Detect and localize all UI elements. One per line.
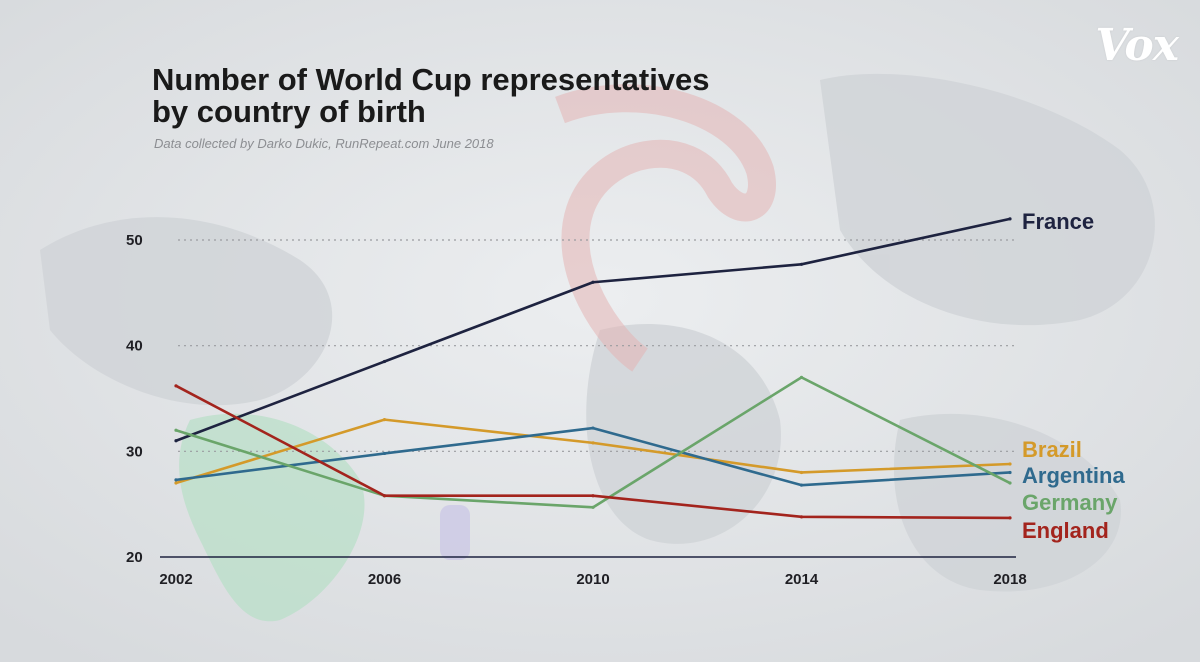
data-point-england: [591, 494, 595, 498]
data-point-germany: [799, 375, 804, 379]
series-label-brazil: Brazil: [1022, 437, 1082, 462]
chart-title-line-2: by country of birth: [152, 94, 426, 129]
chart-subtitle: Data collected by Darko Dukic, RunRepeat…: [154, 136, 494, 151]
data-point-germany: [591, 505, 595, 509]
data-point-england: [1008, 516, 1012, 520]
x-tick-label: 2002: [159, 571, 192, 588]
data-point-france: [382, 359, 387, 364]
data-point-brazil: [382, 418, 387, 422]
y-tick-label: 20: [126, 549, 143, 566]
data-point-argentina: [799, 483, 804, 487]
data-point-england: [799, 515, 804, 519]
y-tick-label: 50: [126, 232, 143, 249]
data-point-brazil: [1008, 462, 1012, 466]
y-tick-label: 40: [126, 338, 143, 355]
data-point-france: [174, 439, 178, 443]
chart-title: Number of World Cup representatives by c…: [152, 64, 852, 128]
data-point-germany: [174, 428, 178, 432]
chart-title-line-1: Number of World Cup representatives: [152, 62, 710, 97]
data-point-england: [174, 384, 178, 388]
y-tick-label: 30: [126, 443, 143, 460]
x-tick-label: 2014: [785, 571, 819, 588]
data-point-france: [591, 280, 595, 284]
data-point-brazil: [591, 441, 595, 445]
series-label-germany: Germany: [1022, 490, 1118, 515]
data-point-argentina: [382, 451, 387, 456]
vox-logo: Vox: [1095, 20, 1179, 71]
x-tick-label: 2018: [993, 571, 1026, 588]
series-label-argentina: Argentina: [1022, 463, 1125, 488]
data-point-argentina: [1008, 470, 1012, 475]
data-point-brazil: [799, 470, 804, 475]
series-label-france: France: [1022, 209, 1094, 234]
series-line-argentina: [174, 426, 1012, 487]
data-point-france: [799, 262, 804, 266]
series-label-england: England: [1022, 518, 1109, 543]
data-point-argentina: [174, 478, 178, 482]
x-tick-label: 2006: [368, 571, 401, 588]
data-point-argentina: [591, 426, 595, 430]
data-point-germany: [1008, 481, 1012, 485]
data-point-england: [382, 494, 387, 498]
data-point-france: [1008, 217, 1012, 221]
data-point-brazil: [174, 481, 178, 485]
x-tick-label: 2010: [576, 571, 609, 588]
series-line-france: [174, 217, 1012, 443]
